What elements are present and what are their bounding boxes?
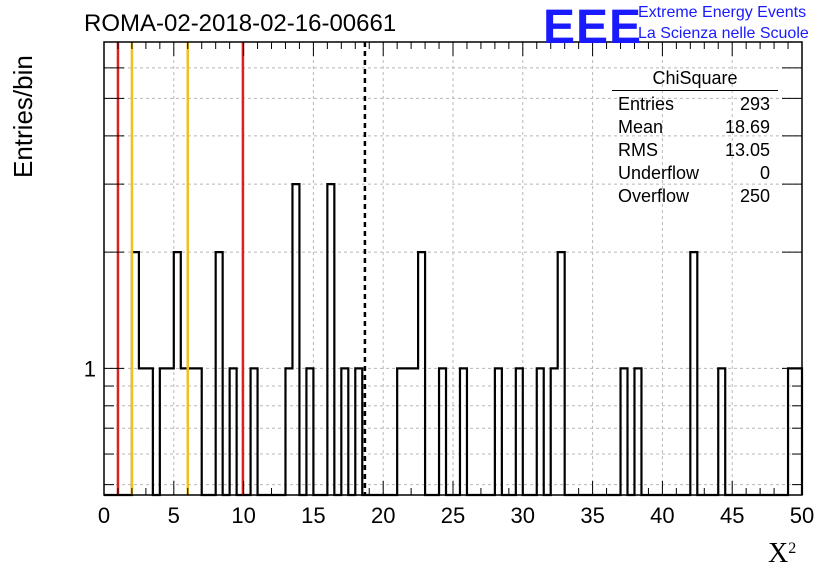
histogram-bin [160, 368, 167, 495]
x-tick-label: 20 [371, 503, 395, 528]
histogram-bin [718, 368, 725, 495]
histogram-bin [397, 368, 404, 495]
stats-label: Underflow [618, 163, 700, 183]
x-tick-label: 45 [720, 503, 744, 528]
logo-line-1: Extreme Energy Events [638, 4, 807, 21]
stats-title: ChiSquare [612, 68, 778, 91]
chart-title: ROMA-02-2018-02-16-00661 [84, 10, 397, 37]
stats-label: RMS [618, 140, 658, 160]
y-tick-label: 1 [84, 356, 96, 381]
x-axis-label: X2 [768, 538, 796, 570]
histogram-bin [195, 368, 202, 495]
x-tick-label: 0 [98, 503, 110, 528]
x-axis-label-superscript: 2 [788, 540, 797, 557]
x-tick-label: 35 [580, 503, 604, 528]
tick-labels: 0 5 10 15 20 25 30 35 40 45 50 1 [84, 356, 814, 528]
histogram-bin [251, 368, 258, 495]
axis-ticks [103, 41, 803, 495]
stats-value: 250 [739, 186, 770, 206]
histogram-bin [355, 368, 362, 495]
histogram-bin [230, 368, 237, 495]
x-tick-label: 5 [168, 503, 180, 528]
y-axis-label: Entries/bin [8, 55, 38, 178]
x-tick-label: 30 [511, 503, 535, 528]
histogram-bin [690, 252, 697, 495]
histogram-bin [327, 184, 334, 495]
x-tick-label: 50 [790, 503, 814, 528]
histogram-bin [139, 368, 146, 495]
histogram-bin [216, 252, 223, 495]
reference-lines [116, 42, 367, 495]
histogram-bin [495, 368, 502, 495]
histogram-bin [795, 368, 802, 495]
histogram-bin [537, 368, 544, 495]
stats-row: Underflow 0 [612, 162, 778, 185]
stats-label: Mean [618, 117, 664, 137]
stats-value: 0 [759, 163, 770, 183]
histogram-bin [167, 368, 174, 495]
stats-label: Entries [618, 94, 675, 114]
histogram-bin [460, 368, 467, 495]
histogram-bin [306, 368, 313, 495]
histogram-bin [418, 252, 425, 495]
stats-row: Overflow 250 [612, 185, 778, 208]
histogram-bin [341, 368, 348, 495]
histogram-bin [285, 368, 292, 495]
histogram-bin [558, 252, 565, 495]
histogram-bin [634, 368, 641, 495]
x-tick-label: 10 [231, 503, 255, 528]
x-axis-label-text: X [768, 538, 789, 569]
histogram-bin [788, 368, 795, 495]
x-tick-label: 25 [441, 503, 465, 528]
logo-line-2: La Scienza nelle Scuole [638, 25, 809, 42]
histogram-bin [404, 368, 411, 495]
histogram-bin [411, 368, 418, 495]
histogram-bin [146, 368, 153, 495]
stats-box: ChiSquare Entries 293 Mean 18.69 RMS 13.05 … [612, 68, 778, 208]
stats-row: Mean 18.69 [612, 116, 778, 139]
x-tick-label: 15 [301, 503, 325, 528]
histogram-bin [516, 368, 523, 495]
stats-label: Overflow [618, 186, 690, 206]
histogram-bin [174, 252, 181, 495]
histogram-bin [292, 184, 299, 495]
histogram-bin [439, 368, 446, 495]
stats-row: Entries 293 [612, 93, 778, 116]
histogram-bin [621, 368, 628, 495]
stats-value: 293 [739, 94, 770, 114]
stats-row: RMS 13.05 [612, 139, 778, 162]
stats-value: 18.69 [724, 117, 770, 137]
eee-logo: EEE [543, 1, 643, 54]
x-tick-label: 40 [650, 503, 674, 528]
stats-value: 13.05 [724, 140, 770, 160]
histogram-bin [551, 368, 558, 495]
